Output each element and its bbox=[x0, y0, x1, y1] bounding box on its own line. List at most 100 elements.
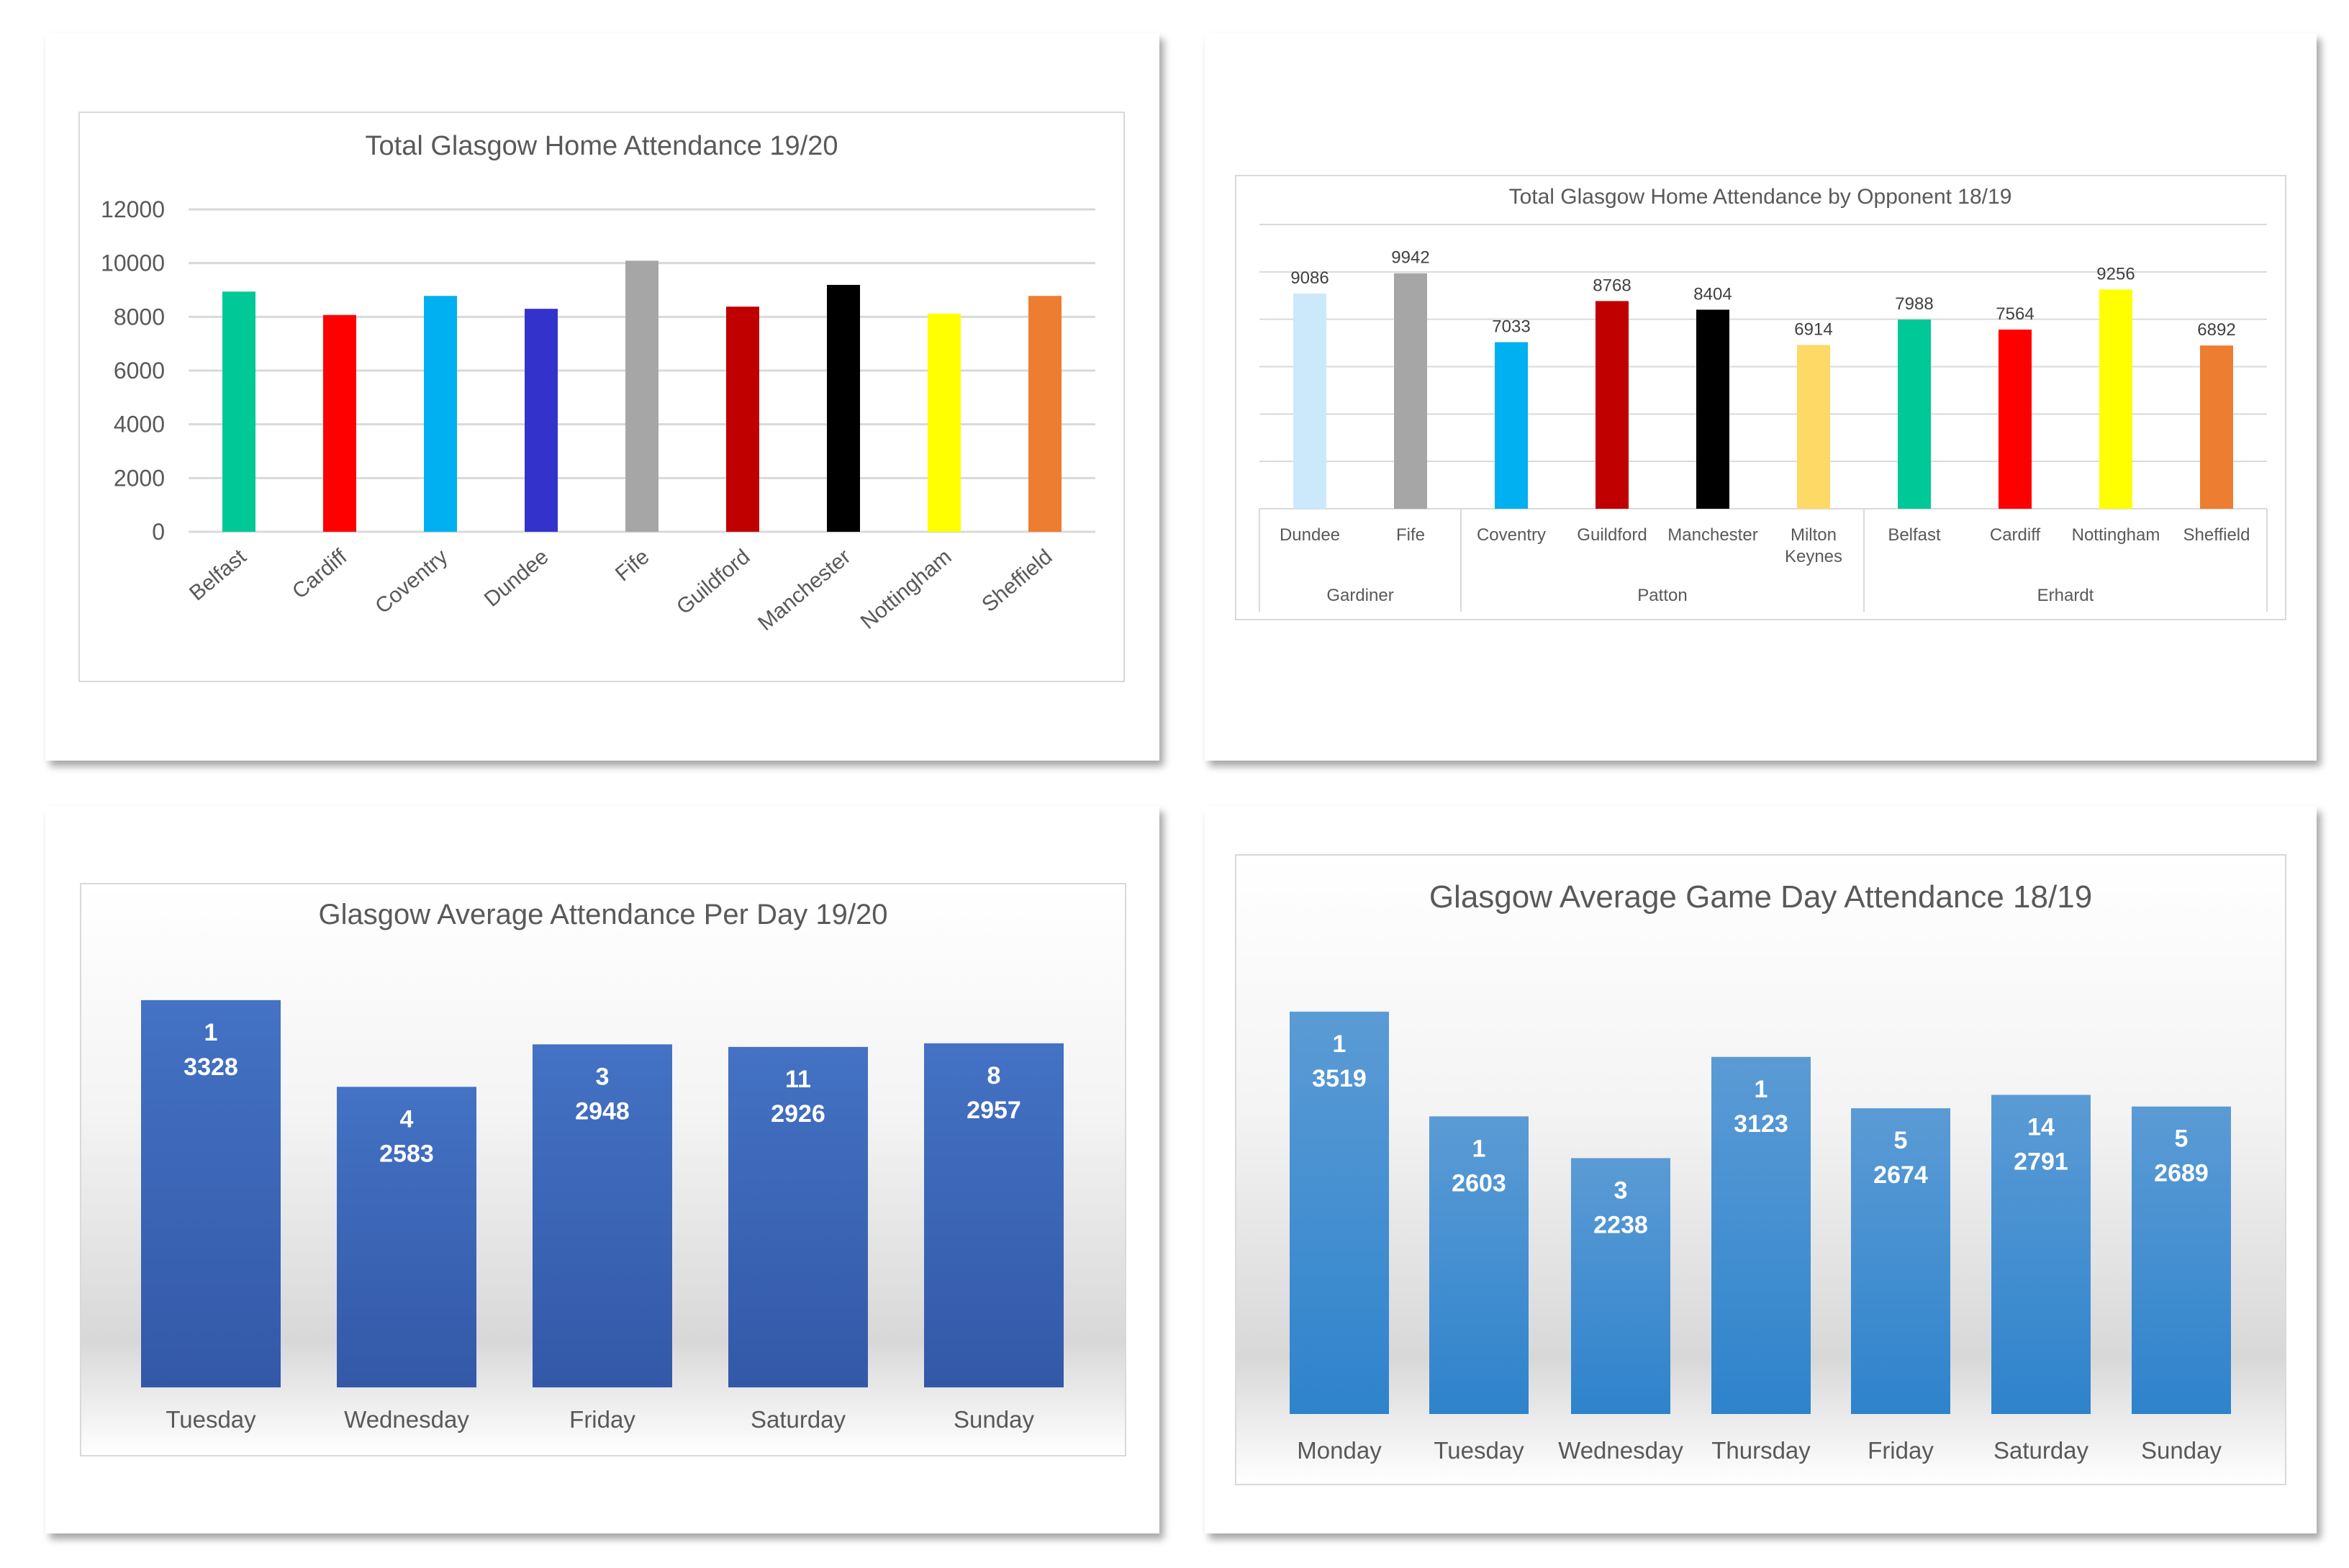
x-tick-label: Wednesday bbox=[344, 1406, 469, 1433]
data-label: 7033 bbox=[1492, 317, 1530, 336]
chart-frame-2: Total Glasgow Home Attendance by Opponen… bbox=[1235, 175, 2286, 620]
chart-card-1: Total Glasgow Home Attendance 19/20 0 2000… bbox=[45, 33, 1159, 761]
data-label: 3328 bbox=[184, 1053, 238, 1081]
chart-title: Total Glasgow Home Attendance 19/20 bbox=[366, 131, 838, 161]
bar-dundee bbox=[525, 309, 558, 532]
bar-count-label: 1 bbox=[1333, 1030, 1347, 1058]
group-label: Gardiner bbox=[1326, 586, 1393, 605]
bar-count-label: 4 bbox=[400, 1105, 414, 1133]
x-tick-label: Fife bbox=[611, 545, 654, 586]
x-tick-label: Guildford bbox=[1577, 525, 1647, 545]
data-label: 9256 bbox=[2096, 264, 2135, 284]
data-label: 2791 bbox=[2014, 1148, 2068, 1176]
data-label: 2957 bbox=[967, 1097, 1021, 1124]
x-tick-label: Guildford bbox=[672, 545, 754, 620]
data-label: 2948 bbox=[575, 1097, 630, 1125]
bar-milton-keynes bbox=[1797, 345, 1830, 509]
x-tick-label: Sheffield bbox=[977, 545, 1056, 617]
bar-count-label: 5 bbox=[1894, 1127, 1908, 1154]
y-tick-label: 2000 bbox=[114, 465, 165, 491]
bar-tuesday bbox=[1429, 1116, 1529, 1414]
data-label: 8404 bbox=[1693, 284, 1732, 304]
bar-cardiff bbox=[1999, 330, 2032, 509]
chart-title: Glasgow Average Game Day Attendance 18/1… bbox=[1429, 879, 2092, 915]
x-tick-label: Saturday bbox=[751, 1406, 846, 1433]
y-tick-label: 12000 bbox=[101, 196, 165, 222]
group-label: Erhardt bbox=[2037, 586, 2094, 605]
data-label: 2238 bbox=[1593, 1211, 1648, 1238]
x-tick-label: Belfast bbox=[1888, 525, 1941, 545]
x-tick-label: Tuesday bbox=[166, 1406, 256, 1433]
x-tick-label: Sunday bbox=[2141, 1437, 2222, 1464]
data-label: 3123 bbox=[1734, 1110, 1788, 1138]
bar-coventry bbox=[424, 296, 457, 532]
data-label: 2689 bbox=[2154, 1160, 2209, 1187]
data-label: 9942 bbox=[1391, 248, 1429, 268]
bar-monday bbox=[1290, 1011, 1389, 1414]
bar-count-label: 1 bbox=[1472, 1135, 1486, 1162]
bar-count-label: 3 bbox=[596, 1063, 610, 1090]
bar-sunday bbox=[2132, 1106, 2231, 1414]
bar-manchester bbox=[1696, 309, 1729, 509]
chart-frame-4: Glasgow Average Game Day Attendance 18/1… bbox=[1235, 854, 2286, 1485]
data-label: 2674 bbox=[1873, 1161, 1928, 1189]
bar-tuesday bbox=[141, 1000, 281, 1387]
x-tick-label: Fife bbox=[1396, 525, 1425, 545]
bar-belfast bbox=[222, 291, 255, 532]
bar-count-label: 11 bbox=[785, 1066, 811, 1093]
chart-average-game-day-1819: Glasgow Average Game Day Attendance 18/1… bbox=[1290, 879, 2231, 1464]
x-tick-label: Monday bbox=[1297, 1437, 1382, 1464]
x-tick-label: Belfast bbox=[185, 545, 251, 606]
bar-wednesday bbox=[337, 1087, 476, 1387]
y-tick-label: 4000 bbox=[114, 412, 165, 438]
bar-thursday bbox=[1711, 1056, 1811, 1414]
x-tick-label: Sunday bbox=[954, 1406, 1034, 1433]
data-label: 6892 bbox=[2197, 320, 2235, 340]
x-tick-label: Friday bbox=[1868, 1437, 1934, 1464]
bar-guildford bbox=[1596, 301, 1629, 509]
bar-nottingham bbox=[928, 313, 961, 532]
bar-friday bbox=[1851, 1108, 1950, 1414]
bar-sheffield bbox=[1028, 296, 1062, 532]
y-tick-label: 8000 bbox=[114, 304, 165, 330]
x-tick-label: Cardiff bbox=[1990, 525, 2041, 545]
y-tick-label: 0 bbox=[152, 519, 165, 545]
chart-card-3: Glasgow Average Attendance Per Day 19/20… bbox=[45, 806, 1159, 1533]
x-tick-label: Coventry bbox=[371, 545, 452, 618]
chart-card-4: Glasgow Average Game Day Attendance 18/1… bbox=[1205, 806, 2317, 1533]
bar-friday bbox=[533, 1044, 672, 1387]
bar-wednesday bbox=[1571, 1158, 1670, 1414]
x-tick-label: Nottingham bbox=[856, 545, 956, 634]
x-tick-label: Saturday bbox=[1993, 1437, 2089, 1464]
bar-count-label: 14 bbox=[2027, 1114, 2055, 1141]
bar-dundee bbox=[1293, 293, 1326, 509]
chart-card-2: Total Glasgow Home Attendance by Opponen… bbox=[1205, 33, 2317, 761]
data-label: 2583 bbox=[379, 1140, 434, 1167]
bar-nottingham bbox=[2099, 289, 2132, 509]
data-label: 2603 bbox=[1452, 1169, 1506, 1197]
x-tick-label: Dundee bbox=[480, 545, 553, 612]
bar-belfast bbox=[1898, 320, 1931, 509]
x-tick-label: Dundee bbox=[1280, 525, 1340, 545]
chart-total-attendance-1920: Total Glasgow Home Attendance 19/20 0 2000… bbox=[101, 131, 1095, 635]
bar-guildford bbox=[726, 307, 759, 532]
bar-count-label: 1 bbox=[1755, 1076, 1768, 1103]
x-tick-label: Coventry bbox=[1477, 525, 1546, 545]
x-tick-label: Friday bbox=[569, 1406, 635, 1433]
bar-manchester bbox=[827, 284, 860, 532]
chart-frame-3: Glasgow Average Attendance Per Day 19/20… bbox=[80, 883, 1126, 1456]
x-tick-label: Manchester bbox=[753, 545, 855, 635]
bar-saturday bbox=[1991, 1095, 2091, 1414]
bar-sheffield bbox=[2200, 345, 2233, 509]
x-tick-label: Cardiff bbox=[288, 545, 352, 604]
bar-coventry bbox=[1495, 342, 1528, 509]
x-tick-label: Thursday bbox=[1711, 1437, 1811, 1464]
x-tick-label: Wednesday bbox=[1558, 1437, 1683, 1464]
chart-title: Glasgow Average Attendance Per Day 19/20 bbox=[319, 899, 888, 930]
x-tick-label: Manchester bbox=[1667, 525, 1757, 545]
x-tick-label: Nottingham bbox=[2072, 525, 2160, 545]
bar-saturday bbox=[728, 1046, 868, 1387]
chart-average-per-day-1920: Glasgow Average Attendance Per Day 19/20… bbox=[141, 899, 1064, 1433]
x-tick-label: Tuesday bbox=[1434, 1437, 1524, 1464]
bar-sunday bbox=[924, 1043, 1064, 1387]
